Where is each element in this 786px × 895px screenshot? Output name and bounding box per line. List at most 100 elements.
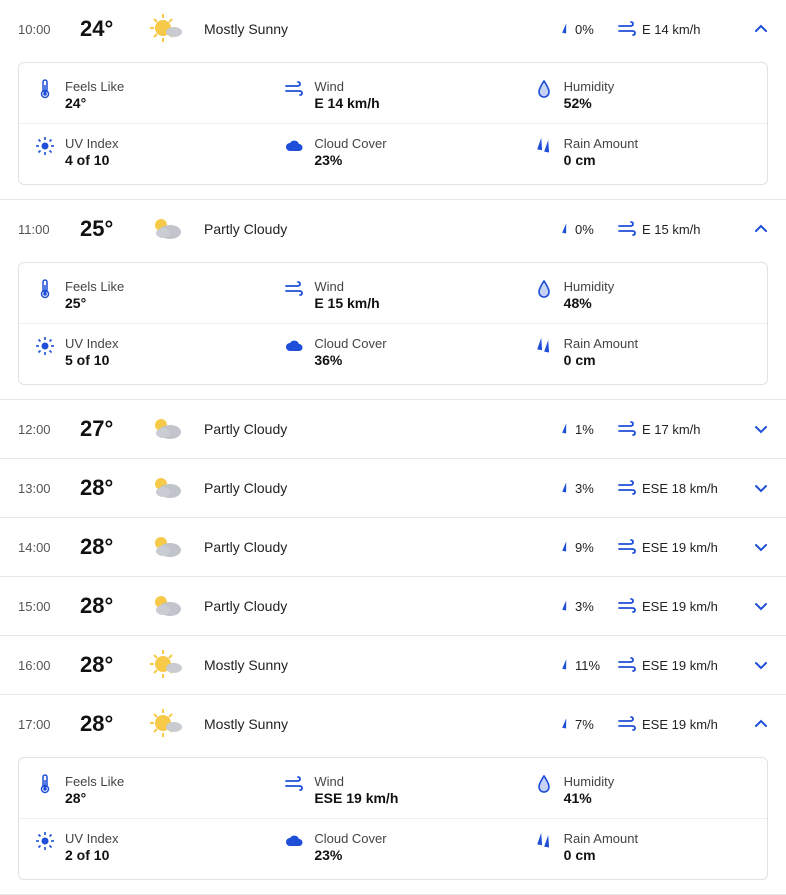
mostly-sunny-icon [150,650,204,680]
detail-value: 4 of 10 [65,152,118,168]
detail-feels-like: Feels Like 24° [19,67,268,123]
wind-icon [618,221,636,237]
hour-wind: E 17 km/h [618,421,738,437]
detail-value: 5 of 10 [65,352,118,368]
precip-value: 0% [575,22,594,37]
detail-text: Wind ESE 19 km/h [314,774,398,806]
rain-icon [534,831,554,851]
partly-cloudy-icon [150,532,204,562]
raindrop-icon [558,599,570,613]
chevron-up-icon [754,222,768,236]
detail-text: Cloud Cover 23% [314,136,386,168]
hour-wind: ESE 19 km/h [618,716,738,732]
hour-description: Partly Cloudy [204,598,558,614]
expand-toggle[interactable] [738,422,768,436]
detail-label: Rain Amount [564,336,638,351]
hour-row[interactable]: 13:00 28° Partly Cloudy 3% ESE 18 km/h [0,459,786,518]
raindrop-icon [558,422,570,436]
hour-wind: ESE 19 km/h [618,539,738,555]
feels-like-icon [35,279,55,299]
humidity-icon [534,774,554,794]
detail-text: UV Index 5 of 10 [65,336,118,368]
detail-label: Feels Like [65,79,124,94]
feels-like-icon [35,774,55,794]
detail-text: Wind E 14 km/h [314,79,379,111]
wind-icon [618,21,636,37]
detail-label: UV Index [65,831,118,846]
expand-toggle[interactable] [738,717,768,731]
detail-label: Feels Like [65,774,124,789]
detail-text: Cloud Cover 36% [314,336,386,368]
detail-rain-amount: Rain Amount 0 cm [518,818,767,875]
detail-text: Rain Amount 0 cm [564,831,638,863]
hour-temp: 24° [80,16,150,42]
expand-toggle[interactable] [738,540,768,554]
details-wrapper: Feels Like 25° Wind E 15 km/h Humidity 4… [0,262,786,400]
rain-icon [534,136,554,156]
expand-toggle[interactable] [738,222,768,236]
wind-value: ESE 19 km/h [642,658,718,673]
detail-feels-like: Feels Like 25° [19,267,268,323]
precip-value: 11% [575,658,600,673]
detail-text: Feels Like 28° [65,774,124,806]
hour-description: Partly Cloudy [204,221,558,237]
hour-row[interactable]: 15:00 28° Partly Cloudy 3% ESE 19 km/h [0,577,786,636]
detail-label: Wind [314,774,398,789]
precip-value: 3% [575,481,594,496]
partly-cloudy-icon [150,414,204,444]
chevron-down-icon [754,599,768,613]
expand-toggle[interactable] [738,481,768,495]
expand-toggle[interactable] [738,599,768,613]
chevron-down-icon [754,481,768,495]
hour-details: Feels Like 25° Wind E 15 km/h Humidity 4… [18,262,768,385]
wind-icon [284,79,304,99]
hour-temp: 28° [80,534,150,560]
hour-time: 12:00 [18,422,80,437]
detail-uv-index: UV Index 5 of 10 [19,323,268,380]
hour-time: 16:00 [18,658,80,673]
expand-toggle[interactable] [738,658,768,672]
detail-text: Feels Like 25° [65,279,124,311]
detail-label: Humidity [564,79,615,94]
wind-icon [618,716,636,732]
wind-icon [618,598,636,614]
detail-humidity: Humidity 41% [518,762,767,818]
hour-row[interactable]: 14:00 28° Partly Cloudy 9% ESE 19 km/h [0,518,786,577]
detail-label: UV Index [65,336,118,351]
detail-value: 23% [314,847,386,863]
detail-wind-detail: Wind ESE 19 km/h [268,762,517,818]
detail-value: ESE 19 km/h [314,790,398,806]
uv-icon [35,831,55,851]
hour-time: 14:00 [18,540,80,555]
hour-row[interactable]: 10:00 24° Mostly Sunny 0% E 14 km/h [0,0,786,58]
wind-value: E 14 km/h [642,22,701,37]
hour-precip: 11% [558,658,618,673]
details-wrapper: Feels Like 28° Wind ESE 19 km/h Humidity… [0,757,786,895]
humidity-icon [534,279,554,299]
hour-temp: 28° [80,652,150,678]
detail-text: Cloud Cover 23% [314,831,386,863]
hour-description: Partly Cloudy [204,421,558,437]
wind-value: ESE 19 km/h [642,599,718,614]
hour-details: Feels Like 24° Wind E 14 km/h Humidity 5… [18,62,768,185]
hour-description: Partly Cloudy [204,480,558,496]
precip-value: 3% [575,599,594,614]
hour-row[interactable]: 11:00 25° Partly Cloudy 0% E 15 km/h [0,200,786,258]
hour-row[interactable]: 17:00 28° Mostly Sunny 7% ESE 19 km/h [0,695,786,753]
detail-text: Humidity 48% [564,279,615,311]
detail-value: 23% [314,152,386,168]
mostly-sunny-icon [150,14,204,44]
hour-row[interactable]: 16:00 28° Mostly Sunny 11% ESE 19 km/h [0,636,786,695]
detail-text: UV Index 2 of 10 [65,831,118,863]
hour-temp: 28° [80,475,150,501]
detail-value: 48% [564,295,615,311]
expand-toggle[interactable] [738,22,768,36]
detail-cloud-cover: Cloud Cover 36% [268,323,517,380]
detail-text: Rain Amount 0 cm [564,136,638,168]
detail-label: Wind [314,279,379,294]
hour-wind: ESE 19 km/h [618,598,738,614]
raindrop-icon [558,540,570,554]
detail-label: Humidity [564,774,615,789]
hour-row[interactable]: 12:00 27° Partly Cloudy 1% E 17 km/h [0,400,786,459]
details-wrapper: Feels Like 24° Wind E 14 km/h Humidity 5… [0,62,786,200]
